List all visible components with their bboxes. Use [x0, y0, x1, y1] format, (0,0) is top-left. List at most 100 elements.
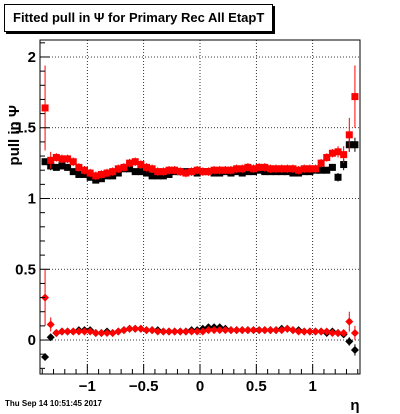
square-marker: [142, 169, 150, 177]
diamond-marker: [221, 326, 230, 335]
diamond-marker: [311, 327, 320, 336]
diamond-marker: [80, 327, 89, 336]
square-marker: [199, 168, 207, 176]
diamond-marker: [266, 326, 275, 335]
diamond-marker: [153, 327, 162, 336]
square-marker: [126, 159, 134, 167]
square-marker: [137, 161, 145, 169]
y-tick-label: 1: [28, 191, 36, 208]
diamond-marker: [52, 328, 61, 337]
square-marker: [148, 165, 156, 173]
square-marker: [52, 163, 60, 171]
square-marker: [131, 168, 139, 176]
square-marker: [193, 166, 201, 174]
square-marker: [221, 166, 229, 174]
diamond-marker: [249, 326, 258, 335]
square-marker: [345, 131, 353, 139]
diamond-marker: [170, 327, 179, 336]
diamond-marker: [176, 327, 185, 336]
square-marker: [131, 158, 139, 166]
diamond-marker: [322, 327, 331, 336]
square-marker: [250, 165, 258, 173]
x-axis-title: η: [350, 397, 359, 414]
diamond-marker: [204, 326, 213, 335]
chart-title: Fitted pull in Ψ for Primary Rec All Eta…: [4, 4, 274, 32]
diamond-marker: [46, 333, 55, 342]
series-1: [41, 65, 359, 181]
diamond-marker: [317, 327, 326, 336]
diamond-marker: [125, 324, 134, 333]
diamond-marker: [283, 324, 292, 333]
y-tick-label: 1.5: [15, 120, 36, 137]
square-marker: [334, 148, 342, 156]
square-marker: [103, 169, 111, 177]
diamond-marker: [294, 327, 303, 336]
square-marker: [182, 169, 190, 177]
diamond-marker: [305, 327, 314, 336]
series-3: [41, 269, 359, 341]
diamond-marker: [57, 327, 66, 336]
grid-lines: [40, 40, 360, 374]
y-tick-label: 0.5: [15, 261, 36, 278]
diamond-marker: [334, 328, 343, 337]
square-marker: [154, 168, 162, 176]
square-marker: [216, 166, 224, 174]
diamond-marker: [232, 326, 241, 335]
x-tick-label: −0.5: [129, 378, 159, 395]
diamond-marker: [131, 324, 140, 333]
square-marker: [126, 165, 134, 173]
square-marker: [75, 163, 83, 171]
square-marker: [75, 170, 83, 178]
plot-frame: [39, 39, 361, 375]
diamond-marker: [272, 326, 281, 335]
diamond-marker: [103, 328, 112, 337]
diamond-marker: [159, 327, 168, 336]
square-marker: [238, 165, 246, 173]
diamond-marker: [41, 293, 50, 302]
square-marker: [244, 163, 252, 171]
x-tick-label: 0.5: [246, 378, 267, 395]
diamond-marker: [136, 324, 145, 333]
square-marker: [323, 153, 331, 161]
square-marker: [171, 166, 179, 174]
diamond-marker: [148, 326, 157, 335]
square-marker: [41, 158, 49, 166]
square-marker: [204, 168, 212, 176]
diamond-marker: [350, 345, 359, 354]
diamond-marker: [226, 326, 235, 335]
square-marker: [295, 166, 303, 174]
diamond-marker: [97, 328, 106, 337]
y-tick-label: 0: [28, 332, 36, 349]
square-marker: [351, 141, 359, 149]
square-marker: [300, 165, 308, 173]
diamond-marker: [142, 326, 151, 335]
diamond-marker: [46, 320, 55, 329]
diamond-marker: [86, 327, 95, 336]
square-marker: [351, 93, 359, 101]
square-marker: [278, 165, 286, 173]
diamond-marker: [243, 326, 252, 335]
diamond-marker: [187, 327, 196, 336]
square-marker: [210, 166, 218, 174]
diamond-marker: [165, 327, 174, 336]
diamond-marker: [350, 328, 359, 337]
square-marker: [227, 166, 235, 174]
square-marker: [340, 161, 348, 169]
square-marker: [69, 168, 77, 176]
diamond-marker: [181, 327, 190, 336]
diamond-marker: [114, 327, 123, 336]
data-markers: [41, 65, 359, 362]
y-axis-title: pull in Ψ: [6, 105, 23, 165]
diamond-marker: [108, 328, 117, 337]
square-marker: [142, 163, 150, 171]
square-marker: [109, 168, 117, 176]
square-marker: [69, 158, 77, 166]
square-marker: [317, 166, 325, 174]
diamond-marker: [339, 328, 348, 337]
square-marker: [306, 165, 314, 173]
square-marker: [52, 153, 60, 161]
diamond-marker: [91, 328, 100, 337]
square-marker: [41, 104, 49, 112]
diamond-marker: [215, 326, 224, 335]
square-marker: [165, 166, 173, 174]
